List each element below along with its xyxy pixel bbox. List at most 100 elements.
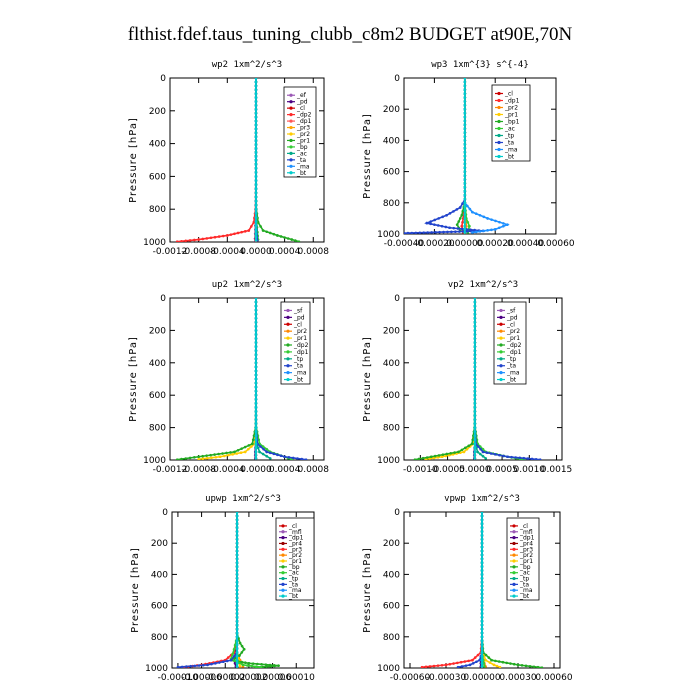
legend-label: _pr4 bbox=[288, 540, 302, 547]
series-marker bbox=[197, 455, 200, 459]
series-marker bbox=[294, 239, 297, 242]
series-marker bbox=[473, 422, 477, 425]
series-marker bbox=[254, 143, 258, 146]
legend-label: _pr2 bbox=[288, 552, 302, 559]
series-marker bbox=[297, 240, 301, 242]
series-marker bbox=[225, 451, 228, 455]
series-marker bbox=[235, 665, 239, 668]
series-line-pr3 bbox=[421, 512, 483, 668]
series-marker bbox=[473, 418, 477, 421]
series-marker bbox=[463, 162, 467, 166]
series-marker bbox=[254, 298, 258, 300]
series-marker bbox=[269, 665, 272, 668]
y-tick-label: 1000 bbox=[143, 238, 166, 248]
legend-marker bbox=[281, 536, 285, 540]
y-tick-label: 1000 bbox=[377, 230, 400, 240]
series-marker bbox=[463, 127, 467, 130]
series-marker bbox=[478, 452, 482, 456]
series-marker bbox=[463, 107, 467, 111]
series-marker bbox=[233, 232, 236, 236]
series-marker bbox=[184, 457, 188, 460]
series-marker bbox=[254, 365, 258, 369]
series-marker bbox=[473, 369, 477, 373]
series-marker bbox=[480, 616, 484, 619]
series-line-ta bbox=[457, 512, 483, 668]
legend-label: _ta bbox=[506, 363, 516, 370]
series-marker bbox=[272, 232, 276, 236]
series-marker bbox=[463, 197, 467, 201]
legend-label: _ma bbox=[288, 587, 302, 594]
series-marker bbox=[235, 643, 239, 646]
legend-marker bbox=[512, 576, 516, 581]
series-marker bbox=[480, 545, 484, 549]
series-marker bbox=[490, 228, 493, 232]
series-marker bbox=[502, 222, 505, 225]
legend-label: _ma bbox=[504, 147, 518, 154]
y-tick-label: 0 bbox=[394, 508, 400, 518]
series-marker bbox=[254, 183, 258, 186]
legend-label: _cl bbox=[293, 321, 302, 328]
legend-label: _ac bbox=[288, 570, 299, 577]
series-marker bbox=[244, 661, 247, 664]
y-tick-label: 400 bbox=[383, 359, 400, 369]
legend-label: _tp bbox=[519, 576, 529, 583]
legend-label: _cl bbox=[288, 523, 297, 530]
series-marker bbox=[453, 451, 456, 454]
series-marker bbox=[236, 448, 240, 452]
series-marker bbox=[502, 454, 505, 458]
series-marker bbox=[254, 381, 258, 385]
series-marker bbox=[254, 357, 258, 361]
legend-label: _ma bbox=[293, 370, 307, 377]
series-marker bbox=[254, 88, 258, 92]
series-marker bbox=[235, 655, 239, 658]
series-marker bbox=[254, 393, 258, 397]
series-marker bbox=[243, 450, 247, 454]
series-marker bbox=[238, 654, 241, 657]
legend-label: _sf bbox=[506, 307, 516, 314]
series-marker bbox=[463, 166, 467, 169]
series-marker bbox=[175, 458, 179, 460]
series-marker bbox=[463, 446, 467, 450]
x-tick-label: -0.00060 bbox=[390, 673, 431, 683]
series-marker bbox=[237, 661, 241, 665]
series-marker bbox=[254, 123, 258, 127]
series-marker bbox=[456, 227, 460, 230]
series-marker bbox=[250, 445, 253, 448]
series-marker bbox=[428, 665, 432, 668]
series-marker bbox=[471, 210, 474, 214]
series-line-pr1 bbox=[425, 298, 476, 460]
legend-label: _dp1 bbox=[506, 349, 522, 356]
series-line-dp2 bbox=[414, 298, 476, 460]
series-marker bbox=[473, 353, 477, 357]
series-marker bbox=[235, 627, 239, 631]
series-marker bbox=[254, 100, 258, 103]
series-marker bbox=[235, 561, 239, 564]
series-marker bbox=[473, 397, 477, 401]
series-marker bbox=[482, 215, 486, 219]
series-marker bbox=[459, 660, 463, 664]
legend-marker bbox=[289, 138, 293, 143]
series-marker bbox=[286, 237, 290, 240]
panel-title: upwp 1xm^2/s^3 bbox=[205, 494, 281, 504]
y-tick-label: 0 bbox=[160, 74, 166, 84]
series-marker bbox=[235, 612, 239, 615]
series-marker bbox=[425, 221, 429, 225]
legend-label: _pr1 bbox=[293, 335, 307, 342]
series-marker bbox=[247, 447, 250, 451]
x-tick-label: 0.0004 bbox=[269, 247, 301, 257]
legend-marker bbox=[499, 329, 503, 333]
series-marker bbox=[209, 236, 213, 240]
series-marker bbox=[242, 647, 246, 651]
legend-marker bbox=[289, 106, 293, 110]
series-marker bbox=[481, 454, 485, 458]
legend-marker bbox=[286, 336, 290, 340]
y-tick-label: 600 bbox=[383, 602, 400, 612]
series-marker bbox=[254, 385, 258, 389]
legend-label: _pr3 bbox=[519, 546, 533, 553]
series-marker bbox=[444, 225, 448, 229]
series-marker bbox=[480, 549, 484, 553]
series-marker bbox=[434, 230, 437, 234]
series-marker bbox=[235, 662, 239, 665]
legend-marker bbox=[499, 357, 503, 361]
